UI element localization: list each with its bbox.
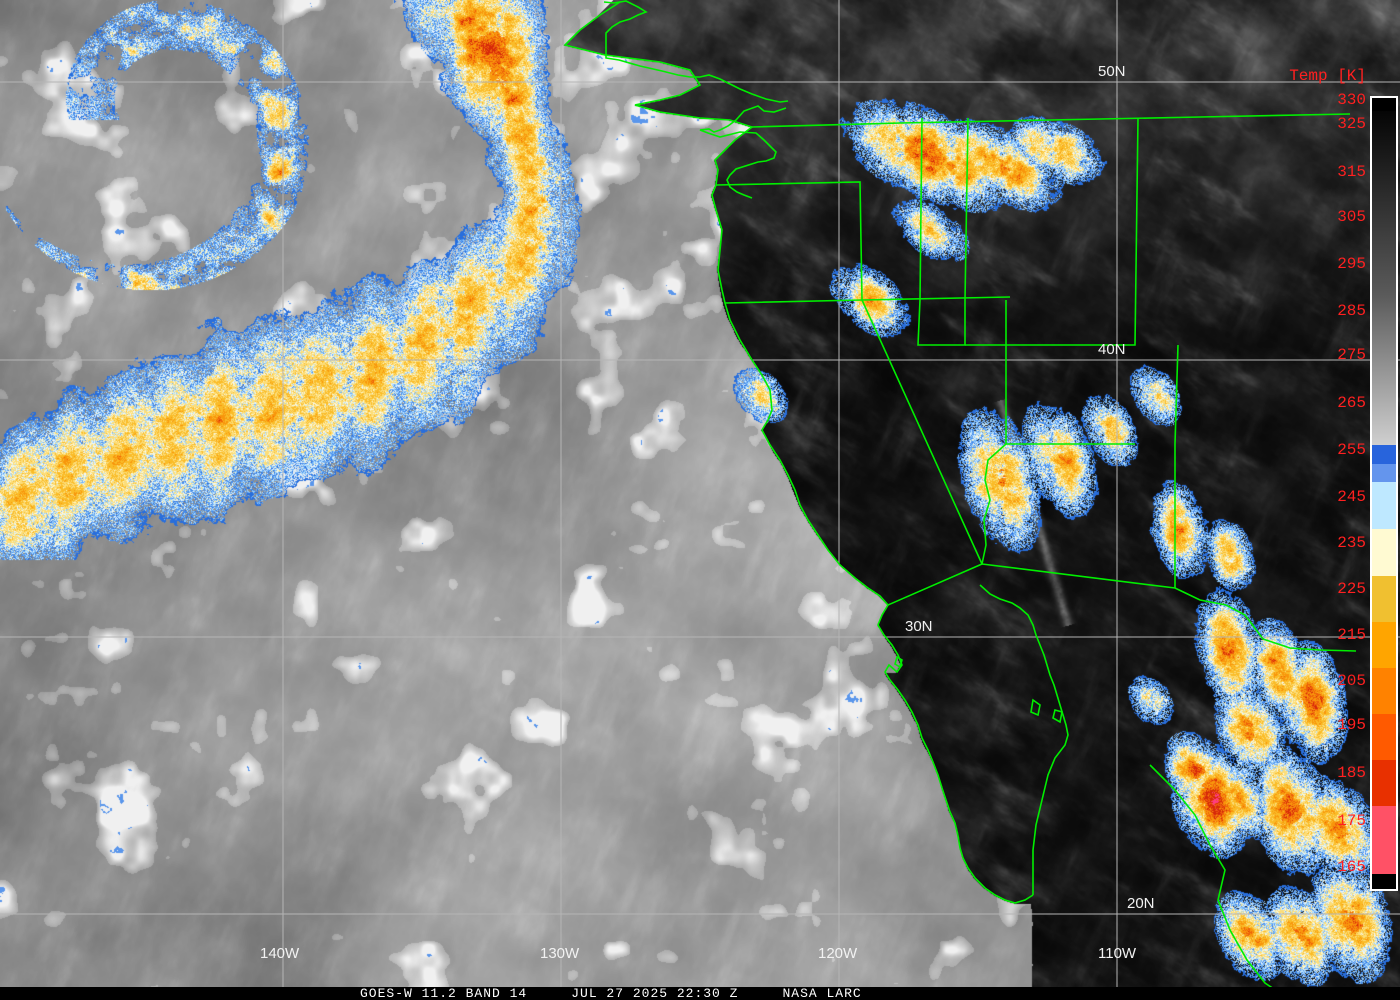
svg-text:235: 235 [1337,534,1366,552]
svg-text:285: 285 [1337,302,1366,320]
svg-text:110W: 110W [1098,945,1137,962]
svg-text:295: 295 [1337,255,1366,273]
svg-text:175: 175 [1337,812,1366,830]
svg-text:330: 330 [1337,91,1366,109]
svg-text:205: 205 [1337,672,1366,690]
svg-text:40N: 40N [1098,341,1126,358]
svg-text:325: 325 [1337,115,1366,133]
svg-text:185: 185 [1337,764,1366,782]
svg-text:315: 315 [1337,163,1366,181]
svg-text:20N: 20N [1127,895,1155,912]
svg-text:245: 245 [1337,488,1366,506]
svg-text:120W: 120W [818,945,858,962]
svg-text:255: 255 [1337,441,1366,459]
svg-text:140W: 140W [260,945,300,962]
svg-text:Temp [K]: Temp [K] [1289,67,1366,85]
svg-text:30N: 30N [905,618,933,635]
svg-text:215: 215 [1337,626,1366,644]
svg-text:50N: 50N [1098,63,1126,80]
svg-text:265: 265 [1337,394,1366,412]
svg-text:130W: 130W [540,945,580,962]
svg-text:275: 275 [1337,346,1366,364]
svg-text:195: 195 [1337,716,1366,734]
svg-text:225: 225 [1337,580,1366,598]
svg-text:305: 305 [1337,208,1366,226]
svg-text:165: 165 [1337,858,1366,876]
